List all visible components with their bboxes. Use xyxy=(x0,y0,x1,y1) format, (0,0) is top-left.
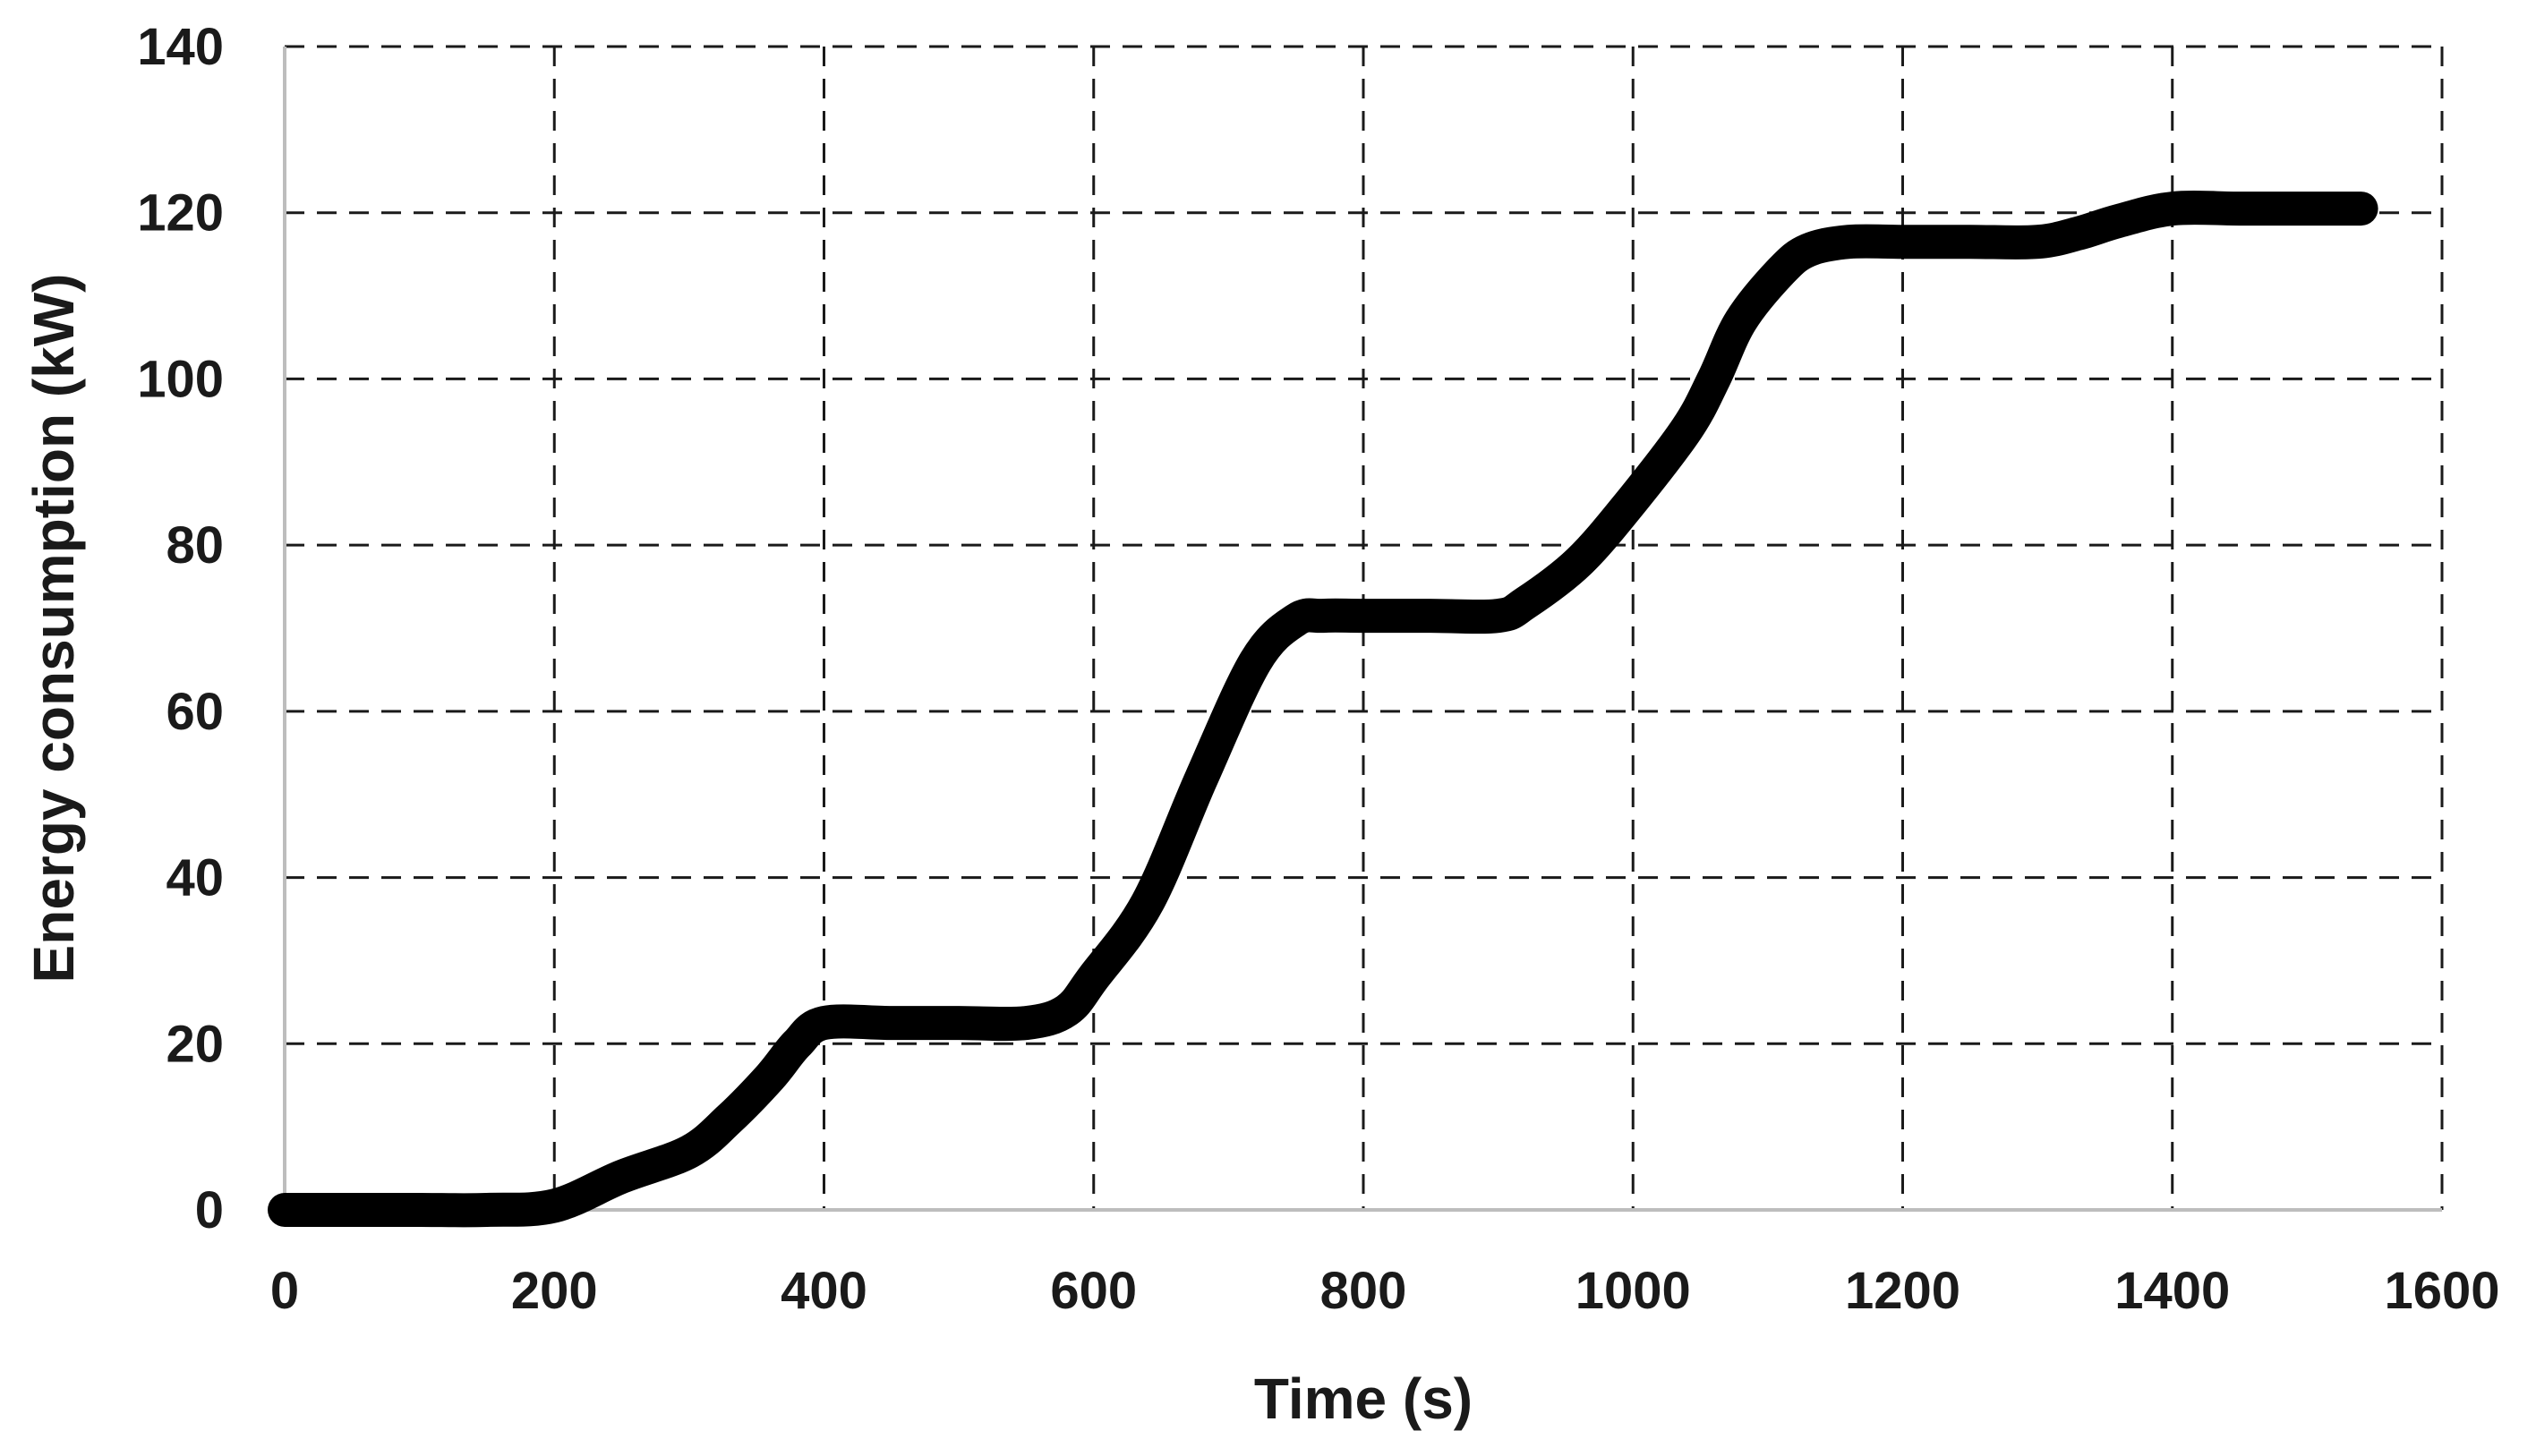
x-tick-label: 1600 xyxy=(2384,1262,2499,1320)
x-tick-label: 800 xyxy=(1320,1262,1407,1320)
y-axis-title: Energy consumption (kW) xyxy=(21,274,86,983)
x-axis-title: Time (s) xyxy=(1254,1367,1473,1431)
x-tick-label: 400 xyxy=(781,1262,867,1320)
series-layer xyxy=(268,191,2378,1228)
y-tick-label: 60 xyxy=(166,683,224,741)
x-tick-label: 0 xyxy=(270,1262,299,1320)
y-tick-label: 120 xyxy=(137,184,224,243)
x-tick-label: 1200 xyxy=(1845,1262,1960,1320)
x-tick-label: 1000 xyxy=(1575,1262,1691,1320)
y-tick-labels: 0 20 40 60 80 100 120 140 xyxy=(137,18,224,1239)
x-tick-label: 200 xyxy=(511,1262,598,1320)
series-line-0 xyxy=(268,191,2378,1228)
x-tick-label: 600 xyxy=(1050,1262,1137,1320)
y-tick-label: 100 xyxy=(137,350,224,408)
y-tick-label: 80 xyxy=(166,516,224,575)
y-tick-label: 0 xyxy=(195,1181,224,1239)
x-tick-label: 1400 xyxy=(2114,1262,2230,1320)
x-tick-labels: 0 200 400 600 800 1000 1200 1400 1600 xyxy=(270,1262,2500,1320)
y-tick-label: 20 xyxy=(166,1015,224,1073)
y-tick-label: 40 xyxy=(166,849,224,907)
y-tick-label: 140 xyxy=(137,18,224,76)
horizontal-gridlines xyxy=(285,45,2442,1045)
